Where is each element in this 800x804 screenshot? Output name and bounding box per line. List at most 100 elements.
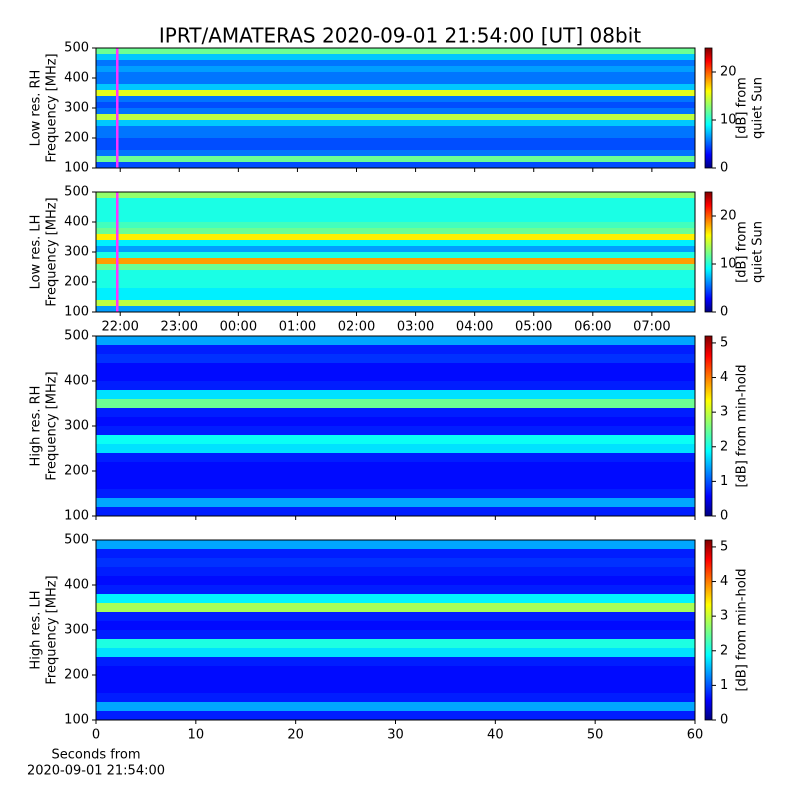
heatmap-cell <box>96 594 695 603</box>
heatmap-cell <box>96 549 695 558</box>
heatmap-cell <box>96 198 695 204</box>
heatmap-cell <box>96 666 695 675</box>
heatmap-cell <box>96 345 695 354</box>
heatmap-cell <box>96 648 695 657</box>
heatmap-cell <box>96 381 695 390</box>
y-tick-label: 300 <box>64 101 89 116</box>
colorbar-tick-label: 10 <box>720 113 737 128</box>
heatmap-cell <box>96 399 695 408</box>
heatmap-cell <box>96 363 695 372</box>
heatmap-cell <box>96 462 695 471</box>
x-tick-label: 10 <box>188 728 205 743</box>
y-axis-label: High res. RH <box>29 386 44 467</box>
heatmap-cell <box>96 90 695 96</box>
heatmap-cell <box>96 693 695 702</box>
heatmap-cell <box>96 417 695 426</box>
heatmap-cell <box>96 675 695 684</box>
heatmap-cell <box>96 258 695 264</box>
y-tick-label: 200 <box>64 131 89 146</box>
y-axis-label: Frequency [MHz] <box>45 575 60 684</box>
heatmap-cell <box>96 603 695 612</box>
y-tick-label: 100 <box>64 713 89 728</box>
heatmap-cell <box>96 270 695 276</box>
heatmap-cell <box>96 408 695 417</box>
y-tick-label: 500 <box>64 41 89 56</box>
heatmap-cell <box>96 306 695 312</box>
x-tick-label: 20 <box>287 728 304 743</box>
heatmap-cell <box>96 576 695 585</box>
x-axis-label: 2020-09-01 21:54:00 <box>27 764 165 779</box>
heatmap-cell <box>96 288 695 294</box>
heatmap-cell <box>96 72 695 78</box>
heatmap-cell <box>96 222 695 228</box>
x-tick-label: 01:00 <box>279 320 316 335</box>
x-tick-label: 22:00 <box>101 320 138 335</box>
y-tick-label: 100 <box>64 161 89 176</box>
heatmap-cell <box>96 657 695 666</box>
colorbar-tick-label: 0 <box>720 161 728 176</box>
y-axis-label: Frequency [MHz] <box>45 53 60 162</box>
heatmap-cell <box>96 144 695 150</box>
heatmap-cell <box>96 48 695 54</box>
heatmap-cell <box>96 639 695 648</box>
heatmap-cell <box>96 372 695 381</box>
y-tick-label: 100 <box>64 509 89 524</box>
y-tick-label: 400 <box>64 374 89 389</box>
colorbar-tick-label: 4 <box>720 370 728 385</box>
heatmap-cell <box>96 234 695 240</box>
colorbar-tick-label: 0 <box>720 713 728 728</box>
y-tick-label: 400 <box>64 215 89 230</box>
heatmap-cell <box>96 228 695 234</box>
heatmap-cell <box>96 132 695 138</box>
heatmap-cell <box>96 390 695 399</box>
heatmap-cell <box>96 246 695 252</box>
heatmap-cell <box>96 585 695 594</box>
y-tick-label: 300 <box>64 419 89 434</box>
heatmap-cell <box>96 453 695 462</box>
heatmap-cell <box>96 66 695 72</box>
x-tick-label: 07:00 <box>633 320 670 335</box>
colorbar-tick-label: 1 <box>720 678 728 693</box>
y-axis-label: Low res. RH <box>29 70 44 147</box>
y-axis-label: Low res. LH <box>29 215 44 290</box>
y-tick-label: 200 <box>64 464 89 479</box>
heatmap-cell <box>96 102 695 108</box>
heatmap-cell <box>96 162 695 168</box>
y-axis-label: High res. LH <box>29 590 44 669</box>
heatmap-cell <box>96 567 695 576</box>
heatmap-cell <box>96 138 695 144</box>
heatmap-cell <box>96 60 695 66</box>
heatmap-cell <box>96 252 695 258</box>
heatmap-cell <box>96 711 695 720</box>
colorbar <box>704 539 713 721</box>
colorbar-tick-label: 4 <box>720 574 728 589</box>
x-tick-label: 03:00 <box>397 320 434 335</box>
x-tick-label: 05:00 <box>515 320 552 335</box>
colorbar-label: quiet Sun <box>751 221 766 283</box>
x-tick-label: 40 <box>487 728 504 743</box>
x-tick-label: 02:00 <box>338 320 375 335</box>
colorbar-tick-label: 2 <box>720 439 728 454</box>
colorbar-tick-label: 3 <box>720 405 728 420</box>
heatmap-cell <box>96 507 695 516</box>
heatmap-cell <box>96 156 695 162</box>
colorbar-tick-label: 20 <box>720 209 737 224</box>
heatmap-cell <box>96 630 695 639</box>
colorbar-label: [dB] from min-hold <box>735 568 750 691</box>
heatmap-cell <box>96 426 695 435</box>
heatmap-cell <box>96 210 695 216</box>
heatmap-cell <box>96 264 695 270</box>
colorbar-tick-label: 10 <box>720 257 737 272</box>
y-tick-label: 500 <box>64 185 89 200</box>
y-tick-label: 200 <box>64 668 89 683</box>
x-tick-label: 0 <box>92 728 100 743</box>
heatmap-cell <box>96 216 695 222</box>
heatmap-cell <box>96 684 695 693</box>
heatmap-cell <box>96 54 695 60</box>
colorbar-label: [dB] from <box>735 77 750 139</box>
heatmap-cell <box>96 84 695 90</box>
y-tick-label: 200 <box>64 275 89 290</box>
heatmap-cell <box>96 120 695 126</box>
colorbar-label: quiet Sun <box>751 77 766 139</box>
